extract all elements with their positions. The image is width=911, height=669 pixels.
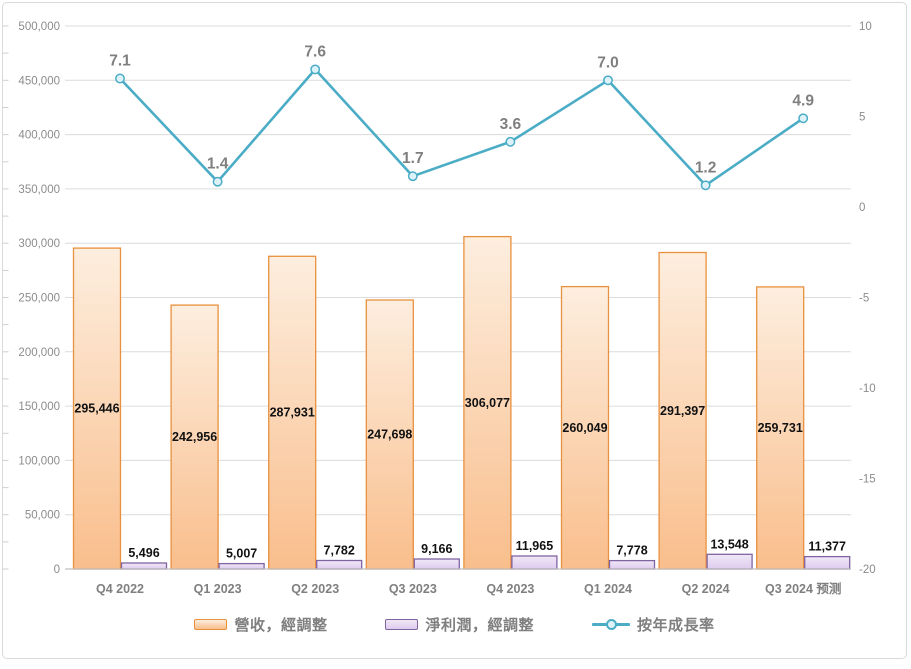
svg-text:7.1: 7.1 <box>109 53 131 70</box>
svg-text:Q4 2022: Q4 2022 <box>96 582 144 596</box>
svg-text:Q2 2024: Q2 2024 <box>682 582 730 596</box>
svg-text:350,000: 350,000 <box>18 184 60 196</box>
svg-text:-10: -10 <box>859 383 876 395</box>
svg-text:300,000: 300,000 <box>18 238 60 250</box>
chart-canvas: 500,000 450,000 400,000 350,000 300,000 250,0… <box>2 2 907 659</box>
legend-label-net-profit: 淨利潤，經調整 <box>425 616 534 634</box>
svg-text:260,049: 260,049 <box>562 421 607 435</box>
svg-text:10: 10 <box>859 21 872 33</box>
svg-text:3.6: 3.6 <box>500 116 522 133</box>
svg-text:Q1 2024: Q1 2024 <box>584 582 632 596</box>
svg-text:200,000: 200,000 <box>18 347 60 359</box>
net-profit-bars <box>120 553 851 570</box>
growth-line-swatch-icon <box>592 619 630 630</box>
revenue-bar-swatch-icon <box>194 618 228 630</box>
svg-text:-15: -15 <box>859 474 876 486</box>
svg-text:5,007: 5,007 <box>226 547 257 561</box>
svg-text:7.6: 7.6 <box>304 43 326 60</box>
svg-text:0: 0 <box>54 564 60 576</box>
svg-text:Q3 2023: Q3 2023 <box>389 582 437 596</box>
revenue-bar-labels: 295,446 242,956 287,931 247,698 306,077 260,0… <box>74 396 802 444</box>
svg-text:1.7: 1.7 <box>402 150 424 167</box>
growth-rate-line <box>119 68 804 187</box>
left-axis-tick-labels: 500,000 450,000 400,000 350,000 300,000 250,0… <box>18 21 60 576</box>
svg-text:0: 0 <box>859 202 865 214</box>
svg-text:400,000: 400,000 <box>18 130 60 142</box>
legend-item-revenue: 營收，經調整 <box>194 614 327 635</box>
svg-text:450,000: 450,000 <box>18 75 60 87</box>
svg-text:250,000: 250,000 <box>18 293 60 305</box>
svg-text:7.0: 7.0 <box>597 54 619 71</box>
svg-text:242,956: 242,956 <box>172 430 217 444</box>
svg-text:259,731: 259,731 <box>758 421 803 435</box>
svg-text:5,496: 5,496 <box>128 546 159 560</box>
svg-text:11,377: 11,377 <box>808 540 846 554</box>
svg-text:Q1 2023: Q1 2023 <box>194 582 242 596</box>
svg-text:150,000: 150,000 <box>18 401 60 413</box>
svg-text:50,000: 50,000 <box>25 510 60 522</box>
svg-text:-5: -5 <box>859 293 869 305</box>
svg-text:7,782: 7,782 <box>324 544 355 558</box>
svg-text:Q2 2023: Q2 2023 <box>291 582 339 596</box>
svg-text:5: 5 <box>859 112 865 124</box>
svg-text:7,778: 7,778 <box>616 544 647 558</box>
svg-text:Q4 2023: Q4 2023 <box>486 582 534 596</box>
legend-label-growth-rate: 按年成長率 <box>637 616 715 634</box>
combo-chart-plot: 500,000 450,000 400,000 350,000 300,000 250,0… <box>3 3 910 665</box>
legend-item-growth-rate: 按年成長率 <box>592 614 715 635</box>
svg-text:1.4: 1.4 <box>207 156 229 173</box>
net-profit-bar-labels: 5,496 5,007 7,782 9,166 11,965 7,778 13,548 11,… <box>128 537 846 560</box>
svg-text:Q3 2024 预测: Q3 2024 预测 <box>765 581 841 596</box>
svg-text:1.2: 1.2 <box>695 159 717 176</box>
svg-text:-20: -20 <box>859 564 876 576</box>
svg-text:100,000: 100,000 <box>18 455 60 467</box>
svg-text:247,698: 247,698 <box>367 428 412 442</box>
net-profit-bar-swatch-icon <box>385 618 419 630</box>
right-axis-tick-labels: 10 5 0 -5 -10 -15 -20 <box>859 21 876 576</box>
svg-text:9,166: 9,166 <box>421 542 452 556</box>
svg-text:295,446: 295,446 <box>74 402 119 416</box>
svg-text:291,397: 291,397 <box>660 404 705 418</box>
svg-text:4.9: 4.9 <box>792 92 814 109</box>
growth-rate-labels: 7.1 1.4 7.6 1.7 3.6 7.0 1.2 4.9 <box>109 43 814 176</box>
legend-item-net-profit: 淨利潤，經調整 <box>385 614 534 635</box>
growth-rate-markers <box>115 64 809 191</box>
svg-text:306,077: 306,077 <box>465 396 510 410</box>
revenue-bars <box>72 235 805 570</box>
category-axis-labels: Q4 2022 Q1 2023 Q2 2023 Q3 2023 Q4 2023 Q1 20… <box>96 581 841 596</box>
chart-legend: 營收，經調整 淨利潤，經調整 按年成長率 <box>3 609 906 639</box>
svg-text:287,931: 287,931 <box>270 406 315 420</box>
legend-label-revenue: 營收，經調整 <box>234 616 328 634</box>
svg-text:11,965: 11,965 <box>516 539 554 553</box>
value-axis-minor-ticks <box>3 25 9 570</box>
svg-text:13,548: 13,548 <box>710 537 748 551</box>
svg-text:500,000: 500,000 <box>18 21 60 33</box>
